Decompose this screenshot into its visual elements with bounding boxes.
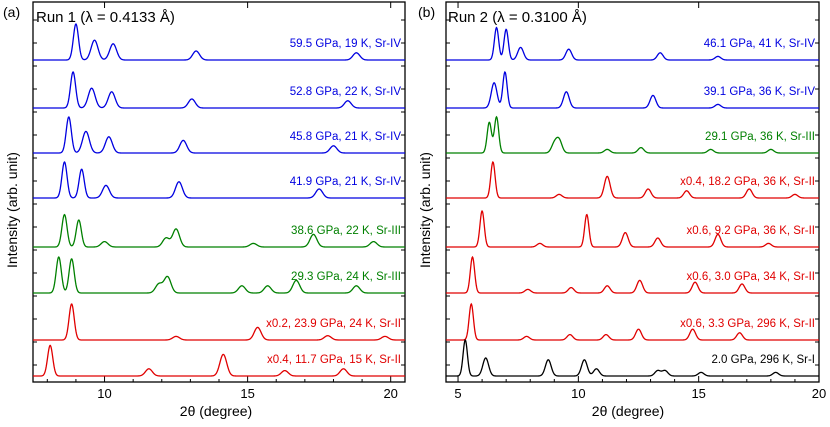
- x-tick-label: 10: [571, 386, 585, 401]
- x-tick-label: 15: [691, 386, 705, 401]
- series-label: 59.5 GPa, 19 K, Sr-IV: [290, 38, 402, 50]
- series-label: x0.6, 3.0 GPa, 34 K, Sr-II: [687, 271, 815, 283]
- series-label: 29.3 GPa, 24 K, Sr-III: [291, 271, 401, 283]
- y-axis-label-a: Intensity (arb. unit): [4, 152, 20, 268]
- panel-label-b: (b): [418, 4, 435, 20]
- series-label: 39.1 GPa, 36 K, Sr-IV: [704, 86, 816, 98]
- x-tick-label: 5: [454, 386, 461, 401]
- series-label: 29.1 GPa, 36 K, Sr-III: [705, 131, 815, 143]
- series-line: [33, 256, 405, 294]
- series-line: [446, 70, 819, 109]
- series-line: [33, 23, 405, 61]
- series-line: [446, 302, 819, 341]
- x-axis-label-a: 2θ (degree): [180, 403, 252, 419]
- series-label: 2.0 GPa, 296 K, Sr-I: [711, 354, 815, 366]
- panel-title-b: Run 2 (λ = 0.3100 Å): [448, 9, 587, 26]
- series-line: [33, 303, 405, 341]
- series-label: 38.6 GPa, 22 K, Sr-III: [291, 225, 401, 237]
- x-tick-label: 10: [97, 386, 111, 401]
- series-line: [33, 161, 405, 199]
- series-line: [446, 160, 819, 199]
- y-axis-label-b: Intensity (arb. unit): [417, 152, 433, 268]
- x-tick-label: 20: [812, 386, 826, 401]
- series-label: 46.1 GPa, 41 K, Sr-IV: [704, 38, 816, 50]
- panel-a: (a) Run 1 (λ = 0.4133 Å) Intensity (arb.…: [3, 1, 406, 419]
- series-line: [446, 339, 819, 377]
- series-line: [33, 344, 405, 377]
- series-line: [446, 115, 819, 154]
- plot-frame: [445, 1, 820, 383]
- x-tick-label: 20: [383, 386, 397, 401]
- series-line: [446, 255, 819, 294]
- x-tick-label: 15: [240, 386, 254, 401]
- series-label: 45.8 GPa, 21 K, Sr-IV: [290, 131, 402, 143]
- series-line: [446, 209, 819, 248]
- series-label: x0.4, 11.7 GPa, 15 K, Sr-II: [267, 354, 401, 366]
- series-label: x0.6, 9.2 GPa, 36 K, Sr-II: [687, 225, 815, 237]
- series-label: 52.8 GPa, 22 K, Sr-IV: [290, 86, 402, 98]
- series-line: [33, 213, 405, 248]
- series-line: [33, 116, 405, 154]
- series-label: x0.6, 3.3 GPa, 296 K, Sr-II: [680, 318, 815, 330]
- panel-title-a: Run 1 (λ = 0.4133 Å): [36, 9, 175, 26]
- series-label: 41.9 GPa, 21 K, Sr-IV: [290, 176, 402, 188]
- series-label: x0.4, 18.2 GPa, 36 K, Sr-II: [680, 176, 815, 188]
- panel-label-a: (a): [3, 4, 20, 20]
- series-label: x0.2, 23.9 GPa, 24 K, Sr-II: [266, 318, 401, 330]
- panel-b: (b) Run 2 (λ = 0.3100 Å) Intensity (arb.…: [417, 1, 826, 419]
- series-line: [33, 71, 405, 109]
- x-axis-label-b: 2θ (degree): [592, 403, 664, 419]
- series-line: [446, 26, 819, 61]
